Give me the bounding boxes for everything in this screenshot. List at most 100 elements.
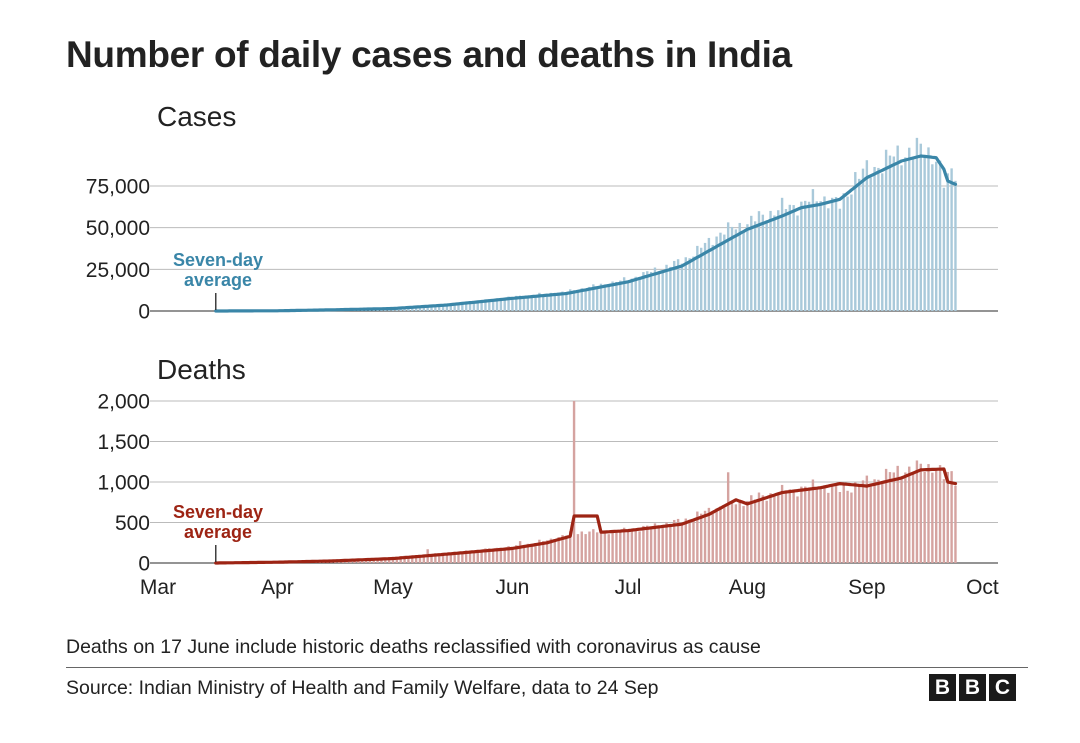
daily-bar (572, 290, 576, 311)
daily-bar (549, 538, 553, 563)
daily-bar (665, 264, 668, 311)
daily-bar (938, 465, 942, 563)
daily-bar (842, 485, 845, 563)
daily-bar (453, 551, 456, 563)
daily-bar (515, 295, 518, 311)
daily-bar (934, 161, 938, 311)
daily-bar (919, 463, 922, 563)
daily-bar (777, 210, 780, 311)
daily-bar (715, 236, 718, 311)
daily-bar (734, 229, 738, 311)
daily-bar (777, 493, 780, 563)
daily-bar (580, 531, 583, 563)
daily-bar (426, 305, 429, 311)
divider (66, 667, 1028, 668)
seven-day-average-line (214, 467, 958, 565)
daily-bar (869, 485, 872, 563)
daily-bar (592, 529, 595, 563)
daily-bar (927, 147, 930, 311)
daily-bar (746, 224, 749, 311)
daily-bar (538, 292, 541, 311)
daily-bar (553, 294, 557, 311)
daily-bar (719, 232, 722, 311)
daily-bar (622, 277, 626, 311)
daily-bar (653, 267, 657, 311)
daily-bar (773, 496, 776, 563)
daily-bar (468, 302, 472, 311)
daily-bar (896, 145, 899, 311)
daily-bar (619, 530, 622, 563)
daily-bar (861, 168, 865, 311)
x-tick-label: Jul (615, 576, 642, 599)
daily-bar (414, 306, 418, 311)
daily-bar (723, 507, 726, 563)
daily-bar (649, 271, 653, 311)
y-tick-label: 0 (138, 553, 150, 576)
daily-bar (503, 298, 506, 311)
daily-bar (692, 519, 695, 563)
daily-bar (615, 282, 618, 311)
x-tick-label: Aug (729, 576, 766, 599)
daily-bar (518, 541, 522, 563)
daily-bar (630, 530, 634, 563)
daily-bar (807, 201, 811, 311)
y-tick-label: 500 (115, 512, 150, 535)
daily-bar (595, 532, 599, 563)
x-tick-label: May (373, 576, 413, 599)
daily-bar (750, 495, 753, 563)
daily-bar (445, 553, 449, 563)
daily-bar (491, 549, 495, 563)
daily-bar (657, 271, 661, 311)
daily-bar (565, 535, 568, 563)
daily-bar (615, 531, 618, 563)
daily-bar (638, 278, 641, 311)
daily-bar (638, 531, 641, 563)
seven-day-average-line (214, 154, 958, 313)
daily-bar (457, 551, 460, 563)
daily-bar (846, 490, 849, 563)
daily-bar (908, 466, 911, 563)
daily-bar (915, 137, 919, 311)
annotation-label-line1: Seven-day (173, 250, 263, 270)
daily-bar (946, 173, 949, 311)
daily-bar (861, 480, 865, 563)
daily-bar (931, 164, 934, 311)
daily-bar (823, 485, 826, 563)
daily-bar (553, 540, 557, 563)
daily-bar (800, 201, 803, 311)
daily-bar (761, 495, 765, 563)
daily-bar (395, 557, 399, 563)
cases-panel-title: Cases (157, 101, 237, 132)
daily-bar (884, 149, 888, 311)
daily-bar (407, 556, 410, 563)
daily-bar (626, 280, 630, 311)
daily-bar (592, 284, 595, 311)
daily-bar (850, 492, 853, 563)
daily-bar (576, 290, 580, 311)
daily-bar (642, 525, 645, 563)
daily-bar (696, 245, 699, 311)
daily-bar (634, 276, 637, 311)
daily-bar (881, 173, 884, 311)
daily-bar (800, 486, 803, 563)
annotation-label-line2: average (184, 270, 252, 290)
daily-bar (838, 208, 842, 311)
daily-bar (792, 489, 795, 563)
daily-bar (673, 519, 676, 563)
daily-bar (753, 221, 757, 311)
daily-bar (804, 486, 807, 563)
daily-bar (542, 294, 545, 311)
daily-bar (804, 200, 807, 311)
daily-bar (584, 289, 587, 311)
daily-bar (680, 263, 684, 311)
daily-bar (464, 550, 468, 563)
daily-bar (484, 299, 487, 311)
daily-bar (565, 292, 568, 311)
daily-bar (900, 477, 903, 563)
daily-bar (422, 305, 426, 311)
daily-bar (676, 518, 680, 563)
y-tick-label: 1,000 (97, 472, 150, 495)
daily-bar (545, 293, 549, 311)
daily-bar (946, 471, 949, 563)
